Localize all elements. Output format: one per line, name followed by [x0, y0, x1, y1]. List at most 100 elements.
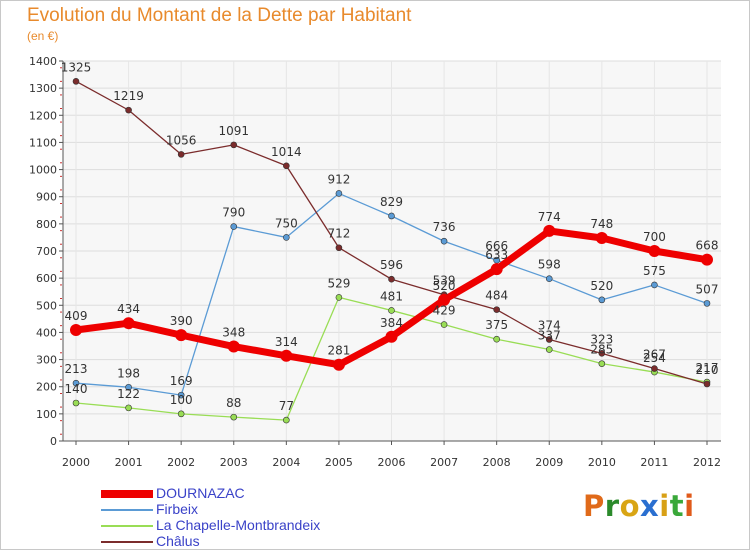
chart-unit-label: (en €)	[27, 29, 59, 43]
data-point-firbeix	[283, 234, 290, 241]
y-tick-label: 1000	[29, 164, 57, 177]
data-label-la-chapelle-montbrandeix: 254	[643, 351, 666, 365]
data-point-firbeix	[230, 223, 238, 230]
data-point-dournazac	[70, 323, 82, 336]
series-points	[70, 78, 713, 424]
data-point-la-chapelle-montbrandeix	[388, 307, 395, 314]
data-point-dournazac	[175, 329, 188, 342]
data-label-la-chapelle-montbrandeix: 375	[485, 318, 508, 332]
data-point-firbeix	[388, 212, 395, 220]
y-tick-label: 200	[36, 381, 57, 394]
line-chart: 0 100 200 300 400 500 600 700 800 900 1000 1100 1200…	[29, 55, 721, 469]
y-tick-label: 1200	[29, 109, 57, 122]
x-tick-label: 2012	[693, 456, 721, 469]
logo-letter: t	[669, 489, 685, 523]
data-point-firbeix	[545, 275, 553, 282]
data-label-la-chapelle-montbrandeix: 217	[696, 361, 719, 375]
logo-letter: r	[604, 489, 620, 523]
legend-swatch-la-chapelle-montbrandeix	[101, 525, 153, 527]
x-axis: 2000 2001 2002 2003 2004 2005 2006 2007 2008 2009…	[62, 440, 721, 469]
data-label-dournazac: 384	[380, 316, 403, 330]
data-label-firbeix: 198	[117, 366, 140, 380]
data-label-ch-lus: 712	[327, 227, 350, 241]
data-label-ch-lus: 539	[433, 274, 456, 288]
logo-letter: i	[684, 489, 695, 523]
y-tick-label: 700	[36, 245, 57, 258]
data-label-dournazac: 700	[643, 230, 666, 244]
data-label-ch-lus: 1219	[113, 89, 144, 103]
data-point-ch-lus	[598, 350, 606, 357]
data-label-la-chapelle-montbrandeix: 88	[226, 396, 241, 410]
data-point-la-chapelle-montbrandeix	[335, 294, 343, 301]
logo-letter: i	[659, 489, 670, 523]
data-label-firbeix: 750	[275, 216, 298, 230]
proxiti-logo: Proxiti	[583, 489, 695, 523]
x-tick-label: 2009	[535, 456, 563, 469]
data-label-ch-lus: 1014	[271, 145, 302, 159]
y-tick-label: 100	[36, 408, 57, 421]
data-label-la-chapelle-montbrandeix: 337	[538, 329, 561, 343]
data-point-dournazac	[648, 245, 661, 257]
x-tick-label: 2003	[220, 456, 248, 469]
data-label-dournazac: 668	[696, 239, 719, 253]
data-point-firbeix	[72, 379, 80, 387]
data-point-la-chapelle-montbrandeix	[440, 321, 448, 328]
data-point-la-chapelle-montbrandeix	[230, 413, 238, 421]
data-labels: 213 198 169 790 750 912 829 736 666 598 520 575 507 1…	[61, 60, 719, 413]
data-point-dournazac	[122, 317, 135, 330]
logo-letter: o	[619, 489, 641, 523]
data-point-la-chapelle-montbrandeix	[283, 416, 290, 424]
data-point-la-chapelle-montbrandeix	[177, 410, 185, 418]
data-point-ch-lus	[335, 244, 343, 252]
x-tick-label: 2005	[325, 456, 353, 469]
data-point-la-chapelle-montbrandeix	[493, 335, 500, 343]
data-label-firbeix: 912	[327, 172, 350, 186]
data-point-la-chapelle-montbrandeix	[125, 404, 132, 412]
x-tick-label: 2008	[483, 456, 511, 469]
data-label-ch-lus: 267	[643, 348, 666, 362]
y-tick-label: 300	[36, 354, 57, 367]
legend-swatch-dournazac	[101, 490, 153, 498]
data-label-ch-lus: 484	[485, 289, 508, 303]
data-point-dournazac	[595, 231, 608, 244]
x-tick-label: 2001	[115, 456, 143, 469]
data-label-dournazac: 633	[485, 248, 508, 262]
data-label-ch-lus: 596	[380, 258, 403, 272]
logo-letter: x	[640, 489, 660, 523]
data-point-dournazac	[332, 358, 345, 371]
data-label-dournazac: 314	[275, 335, 298, 349]
legend-swatch-ch-lus	[101, 541, 153, 543]
y-axis: 0 100 200 300 400 500 600 700 800 900 1000 1100 1200…	[29, 55, 64, 448]
data-label-dournazac: 409	[65, 309, 88, 323]
y-tick-label: 0	[50, 435, 57, 448]
y-tick-label: 600	[36, 272, 57, 285]
legend-label-la-chapelle-montbrandeix: La Chapelle-Montbrandeix	[156, 517, 321, 533]
data-point-firbeix	[651, 281, 658, 289]
y-tick-label: 900	[36, 191, 57, 204]
data-label-la-chapelle-montbrandeix: 429	[433, 304, 456, 318]
data-label-la-chapelle-montbrandeix: 529	[327, 276, 350, 290]
data-point-ch-lus	[72, 78, 80, 85]
y-tick-label: 400	[36, 326, 57, 339]
data-label-la-chapelle-montbrandeix: 122	[117, 387, 140, 401]
data-point-la-chapelle-montbrandeix	[545, 346, 553, 353]
data-label-ch-lus: 323	[590, 332, 613, 346]
x-tick-label: 2002	[167, 456, 195, 469]
data-point-ch-lus	[703, 380, 711, 388]
data-point-ch-lus	[230, 141, 238, 149]
data-label-ch-lus: 374	[538, 318, 561, 332]
x-tick-label: 2011	[640, 456, 668, 469]
data-label-dournazac: 774	[538, 210, 561, 224]
x-tick-label: 2000	[62, 456, 90, 469]
data-point-ch-lus	[125, 106, 132, 114]
data-point-la-chapelle-montbrandeix	[72, 399, 80, 407]
data-label-dournazac: 748	[590, 217, 613, 231]
data-point-ch-lus	[651, 365, 658, 372]
legend-label-firbeix: Firbeix	[156, 501, 199, 517]
data-point-ch-lus	[545, 336, 553, 343]
data-label-firbeix: 598	[538, 258, 561, 272]
data-label-dournazac: 390	[170, 314, 193, 328]
data-label-firbeix: 507	[696, 282, 719, 296]
data-point-ch-lus	[388, 275, 395, 283]
